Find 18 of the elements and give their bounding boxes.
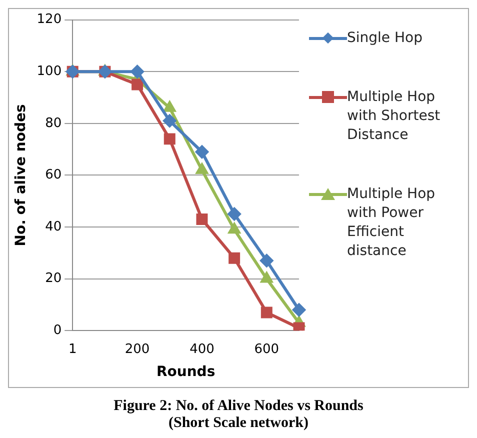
y-tick-label: 0	[53, 322, 62, 338]
x-tick-label: 400	[190, 342, 214, 357]
y-tick-label: 100	[36, 64, 62, 79]
legend-label: Single Hop	[347, 29, 422, 48]
y-tick-label: 20	[45, 271, 62, 286]
x-axis-title: Rounds	[156, 364, 216, 380]
text: (Short Scale network)	[168, 415, 310, 432]
x-tick-label: 1	[68, 342, 77, 357]
legend-label: Multiple Hop with Shortest Distance	[347, 88, 442, 145]
y-tick-label: 60	[45, 168, 62, 183]
x-tick-label: 200	[124, 342, 150, 357]
y-tick-label: 120	[36, 12, 62, 28]
y-tick-label: 40	[45, 219, 62, 234]
legend-label: Multiple Hop with Power Efficient distance	[347, 185, 436, 261]
y-tick-label: 80	[45, 116, 62, 131]
caption: Figure 2: No. of Alive Nodes vs Rounds	[112, 398, 364, 415]
x-tick-label: 600	[254, 342, 280, 357]
y-axis-title: No. of alive nodes	[13, 104, 30, 246]
